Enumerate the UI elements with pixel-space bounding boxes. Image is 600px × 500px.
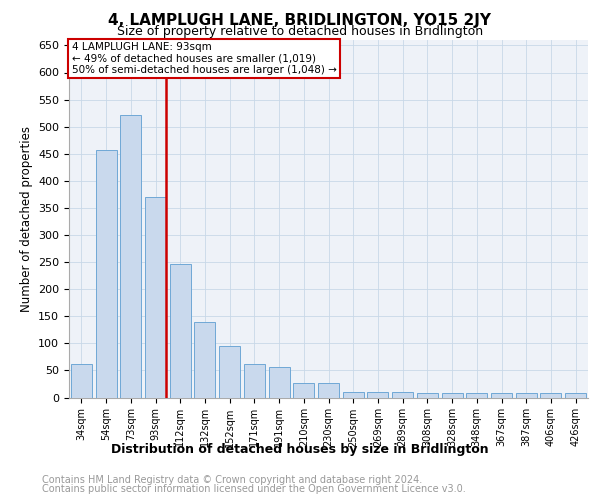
- Text: Contains HM Land Registry data © Crown copyright and database right 2024.: Contains HM Land Registry data © Crown c…: [42, 475, 422, 485]
- Bar: [442, 393, 463, 398]
- Bar: [367, 392, 388, 398]
- Bar: [120, 115, 141, 398]
- Bar: [343, 392, 364, 398]
- Bar: [71, 364, 92, 398]
- Bar: [194, 322, 215, 398]
- Text: Contains public sector information licensed under the Open Government Licence v3: Contains public sector information licen…: [42, 484, 466, 494]
- Bar: [95, 150, 116, 398]
- Text: Distribution of detached houses by size in Bridlington: Distribution of detached houses by size …: [111, 442, 489, 456]
- Bar: [466, 393, 487, 398]
- Bar: [491, 393, 512, 398]
- Bar: [417, 393, 438, 398]
- Bar: [293, 383, 314, 398]
- Bar: [145, 197, 166, 398]
- Bar: [219, 346, 240, 398]
- Bar: [541, 393, 562, 398]
- Bar: [392, 392, 413, 398]
- Bar: [269, 366, 290, 398]
- Bar: [565, 393, 586, 398]
- Y-axis label: Number of detached properties: Number of detached properties: [20, 126, 32, 312]
- Text: 4, LAMPLUGH LANE, BRIDLINGTON, YO15 2JY: 4, LAMPLUGH LANE, BRIDLINGTON, YO15 2JY: [109, 12, 491, 28]
- Text: Size of property relative to detached houses in Bridlington: Size of property relative to detached ho…: [117, 25, 483, 38]
- Bar: [170, 264, 191, 398]
- Bar: [318, 383, 339, 398]
- Bar: [244, 364, 265, 398]
- Text: 4 LAMPLUGH LANE: 93sqm
← 49% of detached houses are smaller (1,019)
50% of semi-: 4 LAMPLUGH LANE: 93sqm ← 49% of detached…: [71, 42, 337, 75]
- Bar: [516, 393, 537, 398]
